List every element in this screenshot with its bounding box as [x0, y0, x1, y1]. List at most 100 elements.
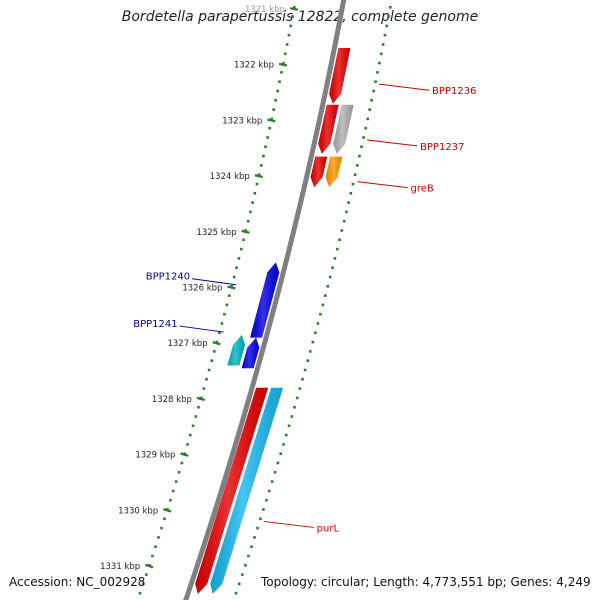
guide-dot: [353, 173, 357, 176]
gene-label: BPP1240: [146, 272, 190, 283]
label-leader: [378, 83, 430, 91]
guide-dot: [355, 164, 359, 167]
guide-dot: [259, 517, 262, 521]
guide-dot: [207, 368, 211, 372]
guide-dot: [239, 247, 243, 251]
guide-dot: [197, 405, 200, 409]
guide-dot: [290, 415, 294, 418]
guide-dot: [326, 285, 330, 288]
label-leader: [263, 520, 314, 528]
guide-dot: [335, 247, 339, 251]
guide-dot: [186, 443, 189, 446]
gene-shade: [210, 387, 284, 594]
guide-dot: [250, 545, 253, 548]
guide-dot: [154, 545, 157, 548]
guide-dot: [242, 238, 245, 242]
guide-dot: [255, 182, 259, 186]
guide-dot: [389, 6, 392, 9]
guide-dot: [328, 275, 332, 279]
guide-dot: [256, 526, 259, 530]
guide-dot: [331, 266, 334, 269]
guide-dot: [235, 266, 238, 269]
tick-mark: [163, 507, 172, 513]
guide-dot: [141, 582, 145, 586]
guide-dot: [241, 573, 244, 576]
guide-dot: [340, 229, 344, 232]
guide-dot: [262, 508, 265, 511]
gene-shade: [241, 337, 260, 369]
gene-shade: [227, 334, 246, 366]
guide-dot: [244, 564, 247, 567]
gene-label: BPP1237: [420, 142, 464, 153]
guide-dot: [383, 33, 387, 37]
guide-dot: [163, 517, 166, 521]
guide-dot: [376, 71, 379, 74]
guide-dot: [225, 303, 229, 307]
guide-dot: [293, 6, 296, 9]
guide-dot: [306, 359, 310, 362]
gene-label: BPP1236: [432, 86, 476, 97]
gene-label: greB: [411, 184, 434, 195]
gene-features: [195, 47, 354, 594]
topology-text: Topology: circular; Length: 4,773,551 bp…: [259, 575, 593, 589]
guide-dot: [234, 591, 238, 595]
tick-label: 1331 kbp: [100, 562, 140, 572]
guide-dot: [259, 164, 263, 167]
guide-dot: [274, 99, 277, 102]
gene-shade: [318, 104, 339, 154]
guide-dot: [387, 15, 390, 18]
guide-dot: [171, 489, 175, 493]
guide-dot: [276, 89, 279, 93]
label-leader: [357, 181, 408, 189]
guide-dot: [347, 201, 350, 204]
guide-dot: [283, 52, 287, 56]
guide-dot: [282, 443, 285, 446]
guide-dot: [345, 210, 348, 214]
tick-mark: [267, 118, 276, 123]
guide-dot: [289, 24, 293, 28]
guide-dot: [270, 480, 274, 483]
tick-mark: [212, 340, 221, 346]
guide-dot: [218, 331, 221, 335]
tick-label: 1325 kbp: [196, 228, 236, 238]
guide-dot: [358, 154, 361, 158]
label-leader: [366, 139, 418, 147]
guide-dot: [324, 294, 327, 297]
guide-dot: [349, 192, 353, 195]
guide-dot: [169, 498, 172, 502]
guide-dot: [180, 461, 184, 465]
guide-dot: [381, 43, 385, 46]
guide-dot: [272, 108, 275, 111]
accession-text: Accession: NC_002928: [9, 575, 146, 589]
map-title: Bordetella parapertussis 12822, complete…: [121, 9, 479, 25]
tick-mark: [196, 396, 206, 402]
guide-dot: [385, 24, 389, 28]
guide-dot: [174, 480, 178, 483]
guide-dot: [279, 452, 283, 455]
gene-shade: [310, 156, 328, 188]
guide-dot: [244, 229, 248, 232]
guide-dot: [366, 117, 369, 121]
tick-label: 1328 kbp: [152, 395, 192, 405]
guide-dot: [223, 312, 226, 316]
tick-label: 1326 kbp: [182, 284, 222, 294]
guide-dot: [237, 257, 241, 260]
guide-dot: [257, 173, 261, 176]
tick-label: 1324 kbp: [210, 172, 250, 182]
gene-shade: [250, 262, 280, 338]
guide-dot: [188, 433, 192, 437]
guide-dot: [303, 368, 307, 372]
guide-dot: [253, 536, 256, 539]
guide-dot: [145, 573, 148, 576]
guide-dot: [212, 350, 216, 353]
guide-dot: [282, 61, 285, 65]
guide-dot: [338, 238, 341, 242]
guide-dot: [205, 378, 208, 381]
tick-mark: [180, 452, 189, 457]
guide-dot: [247, 554, 250, 558]
tick-mark: [289, 7, 299, 11]
guide-dot: [228, 294, 231, 297]
gene-label: BPP1241: [133, 319, 177, 330]
guide-dot: [138, 591, 142, 595]
